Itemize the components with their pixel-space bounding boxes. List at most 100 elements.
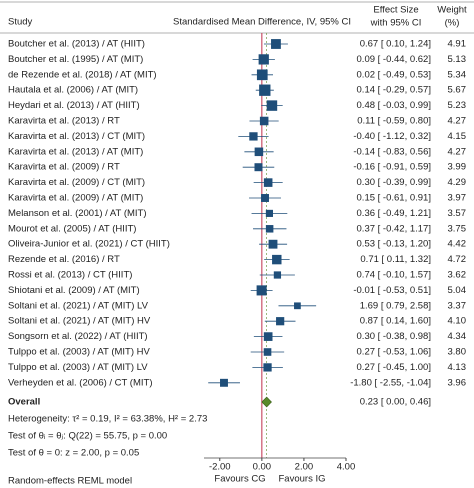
effect-label: 0.14 [ -0.29, 0.57] xyxy=(357,85,431,96)
effect-label: -0.14 [ -0.83, 0.56] xyxy=(353,146,431,157)
x-tick-label: 0.00 xyxy=(253,462,272,473)
effect-label: -1.80 [ -2.55, -1.04] xyxy=(350,377,431,388)
weight-label: 5.13 xyxy=(448,54,467,65)
effect-label: 0.53 [ -0.13, 1.20] xyxy=(357,239,431,250)
study-label: Tulppo et al. (2003) / AT (MIT) LV xyxy=(8,362,148,373)
study-label: Shiotani et al. (2009) / AT (MIT) xyxy=(8,285,140,296)
effect-label: 0.27 [ -0.45, 1.00] xyxy=(357,362,431,373)
weight-label: 5.04 xyxy=(448,285,467,296)
weight-label: 3.96 xyxy=(448,377,467,388)
weight-label: 3.57 xyxy=(448,208,467,219)
effect-marker xyxy=(265,209,273,217)
effect-label: -0.40 [ -1.12, 0.32] xyxy=(353,131,431,142)
weight-label: 4.10 xyxy=(448,316,467,327)
study-label: Mourot et al. (2005) / AT (HIIT) xyxy=(8,223,136,234)
weight-label: 4.15 xyxy=(448,131,467,142)
x-tick-label: -2.00 xyxy=(209,462,231,473)
weight-label: 4.42 xyxy=(448,239,467,250)
effect-marker xyxy=(263,178,273,187)
effect-marker xyxy=(259,84,271,96)
weight-label: 3.99 xyxy=(448,162,467,173)
effect-label: 0.09 [ -0.44, 0.62] xyxy=(357,54,431,65)
overall-effect: 0.23 [ 0.00, 0.46] xyxy=(360,397,431,408)
effect-marker xyxy=(256,69,268,81)
effect-label: -0.16 [ -0.91, 0.59] xyxy=(353,162,431,173)
effect-marker xyxy=(249,132,258,141)
study-label: Boutcher et al. (1995) / AT (MIT) xyxy=(8,54,143,65)
favours-right: Favours IG xyxy=(279,474,326,485)
note: Heterogeneity: τ² = 0.19, I² = 63.38%, H… xyxy=(8,414,207,425)
weight-label: 3.62 xyxy=(448,270,467,281)
study-label: Rossi et al. (2013) / CT (HIIT) xyxy=(8,270,132,281)
effect-label: 1.69 [ 0.79, 2.58] xyxy=(360,300,431,311)
weight-label: 4.72 xyxy=(448,254,467,265)
effect-label: 0.67 [ 0.10, 1.24] xyxy=(360,39,431,50)
study-label: Soltani et al. (2021) / AT (MIT) LV xyxy=(8,300,149,311)
effect-marker xyxy=(265,225,274,233)
effect-label: 0.27 [ -0.53, 1.06] xyxy=(357,347,431,358)
overall-diamond xyxy=(261,396,272,408)
effect-marker xyxy=(258,54,269,65)
effect-marker xyxy=(294,302,301,310)
effect-label: -0.01 [ -0.53, 0.51] xyxy=(353,285,431,296)
effect-marker xyxy=(263,348,272,356)
effect-label: 0.30 [ -0.38, 0.98] xyxy=(357,331,431,342)
weight-label: 5.67 xyxy=(448,85,467,96)
study-label: Karavirta et al. (2013) / RT xyxy=(8,116,120,127)
x-tick-label: 4.00 xyxy=(337,462,356,473)
study-label: Oliveira-Junior et al. (2021) / CT (HIIT… xyxy=(8,239,170,250)
study-label: Verheyden et al. (2006) / CT (MIT) xyxy=(8,377,153,388)
effect-label: 0.36 [ -0.49, 1.21] xyxy=(357,208,431,219)
effect-label: 0.11 [ -0.59, 0.80] xyxy=(357,116,431,127)
effect-marker xyxy=(259,116,269,126)
x-tick-label: 2.00 xyxy=(295,462,314,473)
header-plot: Standardised Mean Difference, IV, 95% CI xyxy=(173,17,351,28)
weight-label: 3.75 xyxy=(448,223,467,234)
effect-marker xyxy=(263,332,273,341)
effect-marker xyxy=(256,285,267,296)
weight-label: 5.34 xyxy=(448,69,467,80)
study-label: Songsorn et al. (2022) / AT (HIIT) xyxy=(8,331,148,342)
model-note: Random-effects REML model xyxy=(8,476,132,487)
favours-left: Favours CG xyxy=(214,474,265,485)
effect-label: 0.71 [ 0.11, 1.32] xyxy=(360,254,431,265)
study-label: de Rezende et al. (2018) / AT (MIT) xyxy=(8,69,157,80)
study-label: Boutcher et al. (2013) / AT (HIIT) xyxy=(8,39,145,50)
effect-label: 0.87 [ 0.14, 1.60] xyxy=(360,316,431,327)
effect-label: 0.74 [ -0.10, 1.57] xyxy=(357,270,431,281)
overall-label: Overall xyxy=(8,397,40,408)
study-label: Karavirta et al. (2013) / AT (MIT) xyxy=(8,146,143,157)
header-study: Study xyxy=(8,17,33,28)
effect-marker xyxy=(263,363,272,372)
effect-marker xyxy=(276,317,285,326)
study-label: Karavirta et al. (2013) / CT (MIT) xyxy=(8,131,145,142)
effect-marker xyxy=(272,254,282,265)
study-label: Rezende et al. (2016) / RT xyxy=(8,254,120,265)
effect-marker xyxy=(254,147,264,157)
effect-marker xyxy=(220,378,228,387)
effect-marker xyxy=(266,100,278,111)
study-label: Melanson et al. (2001) / AT (MIT) xyxy=(8,208,147,219)
weight-label: 4.29 xyxy=(448,177,467,188)
weight-label: 3.37 xyxy=(448,300,467,311)
header-effect: with 95% CI xyxy=(370,18,422,29)
study-label: Hautala et al. (2006) / AT (MIT) xyxy=(8,85,138,96)
weight-label: 4.34 xyxy=(448,331,467,342)
effect-label: 0.37 [ -0.42, 1.17] xyxy=(357,223,431,234)
study-label: Karavirta et al. (2009) / AT (MIT) xyxy=(8,193,143,204)
note: Test of θᵢ = θⱼ: Q(22) = 55.75, p = 0.00 xyxy=(8,431,167,442)
effect-label: 0.48 [ -0.03, 0.99] xyxy=(357,100,431,111)
header-weight: (%) xyxy=(445,18,460,29)
study-label: Karavirta et al. (2009) / RT xyxy=(8,162,120,173)
effect-marker xyxy=(273,271,282,279)
effect-marker xyxy=(254,163,263,172)
study-label: Soltani et al. (2021) / AT (MIT) HV xyxy=(8,316,151,327)
note: Test of θ = 0: z = 2.00, p = 0.05 xyxy=(8,448,139,459)
header-effect: Effect Size xyxy=(373,5,418,16)
weight-label: 4.27 xyxy=(448,116,467,127)
effect-marker xyxy=(271,39,281,49)
weight-label: 4.27 xyxy=(448,146,467,157)
study-label: Heydari et al. (2013) / AT (HIIT) xyxy=(8,100,140,111)
weight-label: 5.23 xyxy=(448,100,467,111)
